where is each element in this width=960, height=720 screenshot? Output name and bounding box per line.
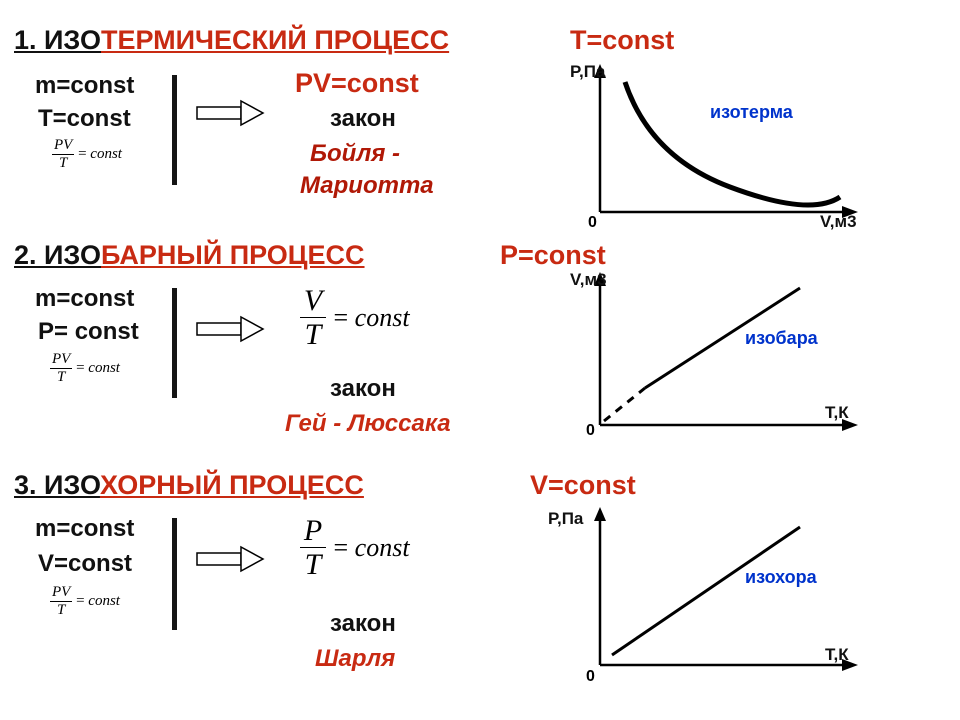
section-2-isobaric: 2. ИЗОБАРНЫЙ ПРОЦЕСС P=const m=const P= … xyxy=(0,230,960,460)
section-1-curve-name: изотерма xyxy=(710,102,793,123)
section-3-paramconst: V=const xyxy=(38,550,132,578)
section-3-vbar xyxy=(172,518,177,630)
section-2-origin: 0 xyxy=(586,422,595,440)
section-1-xlabel: V,м3 xyxy=(820,212,857,232)
section-1-vbar xyxy=(172,75,177,185)
section-3-isochoric: 3. ИЗОХОРНЫЙ ПРОЦЕСС V=const m=const V=c… xyxy=(0,460,960,720)
section-3-const: V=const xyxy=(530,470,636,501)
section-1-chart: Р,Па V,м3 изотерма 0 xyxy=(570,62,870,232)
section-1-law-name-2: Мариотта xyxy=(300,172,434,200)
section-2-xlabel: T,К xyxy=(825,403,849,423)
section-2-law-name-1: Гей - Люссака xyxy=(285,410,451,438)
section-3-title: 3. ИЗОХОРНЫЙ ПРОЦЕСС xyxy=(14,470,364,501)
section-3-law-name-1: Шарля xyxy=(315,645,395,673)
section-1-mconst: m=const xyxy=(35,72,134,100)
section-1-law-label: закон xyxy=(330,105,396,133)
section-1-ylabel: Р,Па xyxy=(570,62,605,82)
section-1-const: T=const xyxy=(570,25,674,56)
section-1-isothermal: 1. ИЗОТЕРМИЧЕСКИЙ ПРОЦЕСС T=const m=cons… xyxy=(0,0,960,230)
section-3-rest: ХОРНЫЙ ПРОЦЕСС xyxy=(100,470,364,500)
section-2-vbar xyxy=(172,288,177,398)
section-2-mconst: m=const xyxy=(35,285,134,313)
section-2-paramconst: P= const xyxy=(38,318,139,346)
section-2-center-eq: VT = const xyxy=(300,285,410,351)
section-1-paramconst: T=const xyxy=(38,105,131,133)
section-1-law-name-1: Бойля - xyxy=(310,140,400,168)
section-2-title: 2. ИЗОБАРНЫЙ ПРОЦЕСС xyxy=(14,240,365,271)
section-3-formula-pvt: PVT = const xyxy=(50,585,120,618)
section-1-num: 1. ИЗО xyxy=(14,25,101,55)
arrow-icon-2 xyxy=(195,314,265,344)
section-1-center-eq: PV=const xyxy=(295,68,419,99)
section-3-xlabel: T,К xyxy=(825,645,849,665)
section-1-title: 1. ИЗОТЕРМИЧЕСКИЙ ПРОЦЕСС xyxy=(14,25,449,56)
arrow-icon-1 xyxy=(195,98,265,128)
section-2-formula-pvt: PVT = const xyxy=(50,352,120,385)
section-3-origin: 0 xyxy=(586,668,595,686)
section-2-const: P=const xyxy=(500,240,606,271)
section-2-law-label: закон xyxy=(330,375,396,403)
section-2-ylabel: V,м3 xyxy=(570,270,607,290)
section-1-formula-pvt: PVT = const xyxy=(52,138,122,171)
section-3-ylabel: Р,Па xyxy=(548,509,583,529)
section-3-mconst: m=const xyxy=(35,515,134,543)
section-3-chart: Р,Па T,К изохора 0 xyxy=(570,505,870,685)
section-2-curve-name: изобара xyxy=(745,328,818,349)
section-3-law-label: закон xyxy=(330,610,396,638)
section-1-rest: ТЕРМИЧЕСКИЙ ПРОЦЕСС xyxy=(101,25,449,55)
section-2-rest: БАРНЫЙ ПРОЦЕСС xyxy=(101,240,365,270)
section-3-center-eq: PT = const xyxy=(300,515,410,581)
section-3-num: 3. ИЗО xyxy=(14,470,100,500)
section-2-num: 2. ИЗО xyxy=(14,240,101,270)
section-3-curve-name: изохора xyxy=(745,567,817,588)
section-2-chart: V,м3 T,К изобара 0 xyxy=(570,270,870,445)
arrow-icon-3 xyxy=(195,544,265,574)
